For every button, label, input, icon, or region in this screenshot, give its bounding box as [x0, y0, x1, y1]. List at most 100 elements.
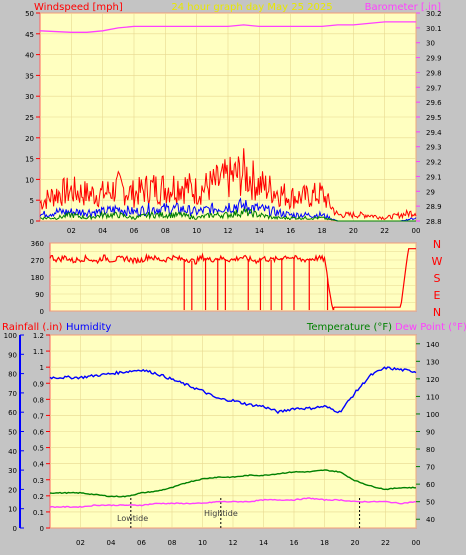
humidity-tick-label: 0 — [13, 525, 17, 533]
barometer-tick-label: 29.9 — [426, 55, 442, 63]
wind-tick-label: 45 — [25, 31, 34, 39]
temperature-tick-label: 80 — [426, 446, 435, 454]
temperature-tick-label: 140 — [426, 341, 439, 349]
temperature-tick-label: 90 — [426, 429, 435, 437]
tide-markers — [130, 498, 361, 528]
humidity-grid — [50, 334, 417, 529]
wind-x-tick-label: 00 — [412, 227, 421, 235]
humidity-x-tick-label: 20 — [351, 539, 360, 547]
humidity-x-tick-label: 22 — [381, 539, 390, 547]
temperature-tick-label: 50 — [426, 499, 435, 507]
direction-series — [49, 248, 416, 311]
rainfall-tick-label: 0.2 — [33, 493, 44, 501]
rainfall-tick-label: 0.8 — [33, 396, 44, 404]
temperature-axis-title: Temperature (°F) — [306, 322, 392, 333]
wind-x-tick-label: 06 — [130, 227, 139, 235]
windspeed-axis-title: Windspeed [mph] — [34, 2, 123, 13]
barometer-tick-label: 30.1 — [426, 25, 442, 33]
temperature-tick-label: 110 — [426, 393, 439, 401]
humidity-axis-title: Humidity — [66, 322, 111, 333]
wind-x-tick-label: 20 — [349, 227, 358, 235]
temperature-tick-label: 60 — [426, 481, 435, 489]
humidity-tick-label: 40 — [8, 448, 17, 456]
wind-tick-label: 15 — [25, 156, 34, 164]
humidity-tick-label: 30 — [8, 467, 17, 475]
rainfall-tick-label: 0.5 — [33, 445, 44, 453]
humidity-x-tick-label: 00 — [412, 539, 421, 547]
dewpoint-axis-title: Dew Point (°F) — [395, 322, 466, 333]
barometer-tick-label: 29 — [426, 188, 435, 196]
temperature-y-ticks: 40 50 60 70 80 90 100 110 120 130 140 — [416, 341, 439, 524]
compass-label: N — [433, 238, 441, 251]
wind-tick-label: 40 — [25, 52, 34, 60]
wind-tick-label: 20 — [25, 135, 34, 143]
humidity-tick-label: 80 — [8, 371, 17, 379]
wind-x-tick-label: 04 — [98, 227, 107, 235]
humidity-tick-label: 20 — [8, 486, 17, 494]
rainfall-axis-title: Rainfall (.in) — [2, 322, 63, 333]
wind-x-tick-label: 08 — [161, 227, 170, 235]
humidity-x-tick-label: 12 — [229, 539, 238, 547]
rainfall-tick-label: 0.1 — [33, 509, 44, 517]
temperature-line — [49, 469, 416, 498]
wind-tick-label: 50 — [25, 10, 34, 18]
wind-x-tick-label: 14 — [255, 227, 264, 235]
humidity-tick-label: 60 — [8, 409, 17, 417]
barometer-tick-label: 29.2 — [426, 159, 442, 167]
wind-tick-label: 10 — [25, 176, 34, 184]
compass-label: N — [433, 306, 441, 319]
humidity-x-tick-label: 14 — [259, 539, 268, 547]
compass-label: S — [434, 272, 441, 285]
humidity-series — [49, 366, 417, 509]
temperature-tick-label: 40 — [426, 516, 435, 524]
humidity-x-tick-label: 04 — [107, 539, 116, 547]
wind-tick-label: 0 — [30, 218, 34, 226]
humidity-x-tick-label: 18 — [320, 539, 329, 547]
rainfall-tick-label: 0 — [40, 525, 44, 533]
compass-label: W — [432, 255, 443, 268]
humidity-tick-label: 100 — [4, 332, 17, 340]
rainfall-tick-label: 0.4 — [33, 461, 45, 469]
wind-tick-label: 25 — [25, 114, 34, 122]
direction-tick-label: 90 — [35, 291, 44, 299]
direction-tick-label: 270 — [31, 257, 44, 265]
wind-gust-line — [39, 148, 417, 221]
humidity-x-tick-label: 02 — [76, 539, 85, 547]
barometer-tick-label: 28.8 — [426, 218, 442, 226]
barometer-tick-label: 29.7 — [426, 84, 442, 92]
humidity-x-tick-label: 10 — [198, 539, 207, 547]
humidity-y-ticks: 0 10 20 30 40 50 60 70 80 90 100 — [4, 332, 24, 533]
wind-tick-label: 30 — [25, 93, 34, 101]
direction-y-ticks: 0 90 180 270 360 — [31, 240, 44, 316]
wind-x-tick-label: 16 — [286, 227, 295, 235]
humidity-line — [49, 366, 417, 415]
temperature-tick-label: 120 — [426, 376, 439, 384]
humidity-x-ticks: 02 04 06 08 10 12 14 16 18 20 22 00 — [76, 539, 420, 547]
temperature-tick-label: 130 — [426, 358, 439, 366]
direction-tick-label: 180 — [31, 274, 44, 282]
direction-tick-label: 360 — [31, 240, 44, 248]
barometer-y-ticks: 28.8 28.9 29 29.1 29.2 29.3 29.4 29.5 29.6 29.7 29… — [416, 10, 442, 226]
rainfall-tick-label: 1.2 — [33, 332, 44, 340]
barometer-tick-label: 29.4 — [426, 129, 442, 137]
humidity-x-tick-label: 08 — [168, 539, 177, 547]
barometer-tick-label: 29.1 — [426, 173, 442, 181]
wind-tick-label: 35 — [25, 72, 34, 80]
rainfall-tick-label: 0.7 — [33, 412, 44, 420]
rainfall-tick-label: 0.9 — [33, 380, 44, 388]
humidity-tick-label: 70 — [8, 390, 17, 398]
direction-grid — [50, 242, 417, 312]
barometer-tick-label: 29.3 — [426, 144, 442, 152]
humidity-tick-label: 50 — [8, 429, 17, 437]
barometer-tick-label: 29.6 — [426, 99, 442, 107]
compass-label: E — [434, 289, 441, 302]
temperature-tick-label: 100 — [426, 411, 439, 419]
humidity-x-tick-label: 06 — [137, 539, 146, 547]
rainfall-tick-label: 0.3 — [33, 477, 44, 485]
barometer-tick-label: 30.2 — [426, 10, 442, 18]
dew-point-line — [49, 497, 417, 509]
humidity-tick-label: 10 — [8, 506, 17, 514]
rainfall-tick-label: 1.1 — [33, 348, 44, 356]
